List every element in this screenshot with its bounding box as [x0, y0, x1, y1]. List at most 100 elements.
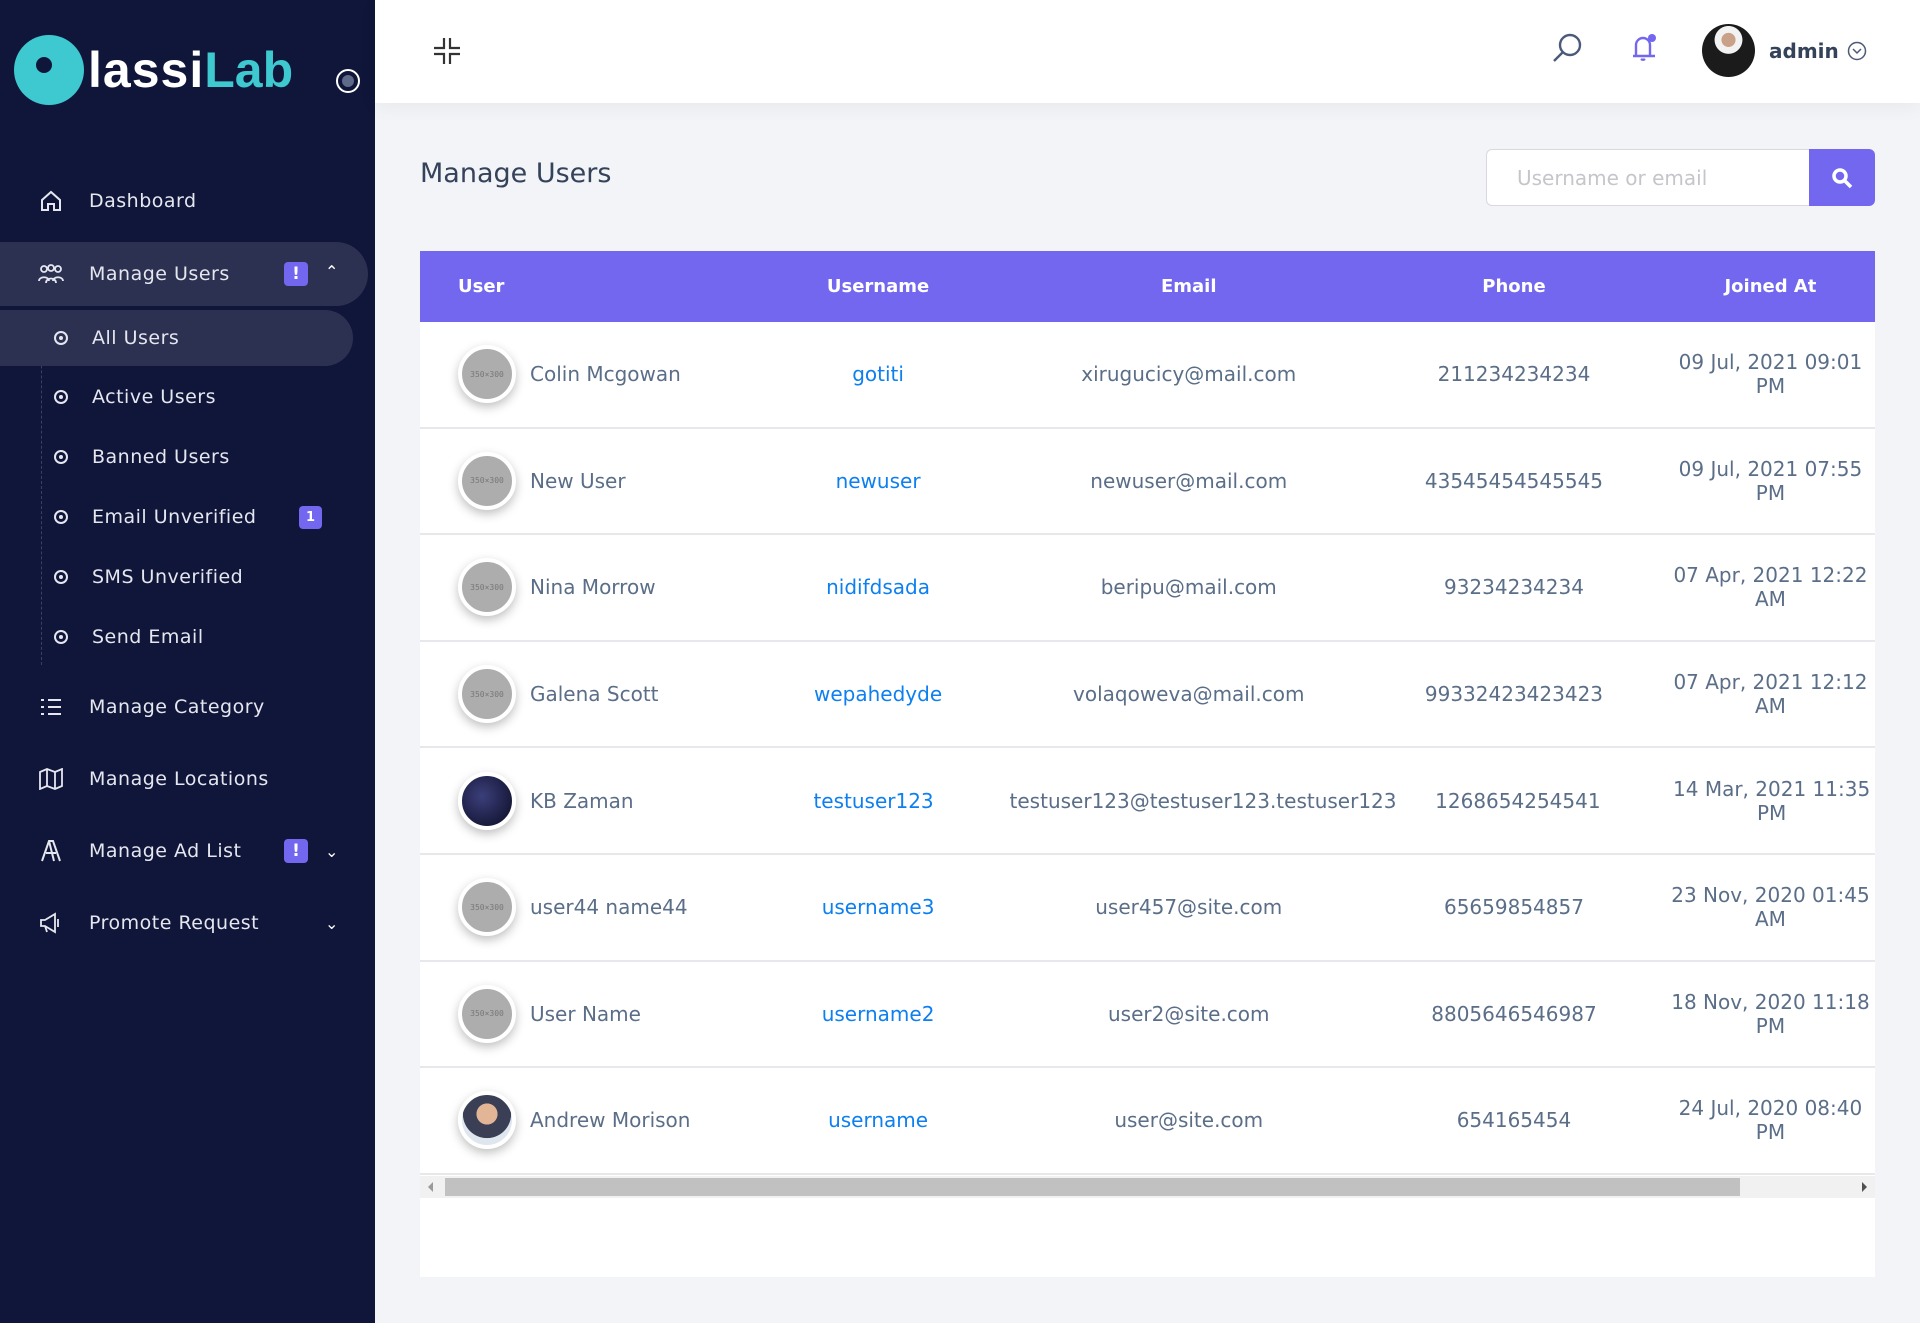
joined-at-cell: 18 Nov, 2020 11:18 PM — [1671, 989, 1870, 1038]
username-link[interactable]: username — [828, 1108, 929, 1133]
sidebar-item-manage-locations[interactable]: Manage Locations — [0, 747, 368, 811]
users-icon — [37, 260, 65, 288]
email-cell: testuser123@testuser123.testuser123 — [1009, 788, 1397, 813]
table-row: 350×300 Galena Scott wepahedyde volaqowev… — [420, 642, 1875, 749]
user-full-name: Andrew Morison — [530, 1108, 691, 1133]
logo-mark — [14, 35, 84, 105]
user-full-name: User Name — [530, 1001, 641, 1026]
username-link[interactable]: testuser123 — [813, 788, 934, 813]
chevron-down-icon[interactable]: ⌄ — [325, 842, 339, 861]
table-row: 350×300 Colin Mcgowan gotiti xirugucicy@m… — [420, 322, 1875, 429]
username-cell: testuser123 — [738, 789, 1010, 813]
avatar: 350×300 — [458, 984, 516, 1043]
phone-cell: 211234234234 — [1437, 362, 1591, 387]
username-link[interactable]: wepahedyde — [814, 682, 943, 707]
email-cell: newuser@mail.com — [1090, 468, 1288, 493]
avatar — [458, 1091, 516, 1150]
circle-icon — [54, 630, 68, 644]
sidebar-subitem-sms-unverified[interactable]: SMS Unverified — [0, 549, 353, 605]
email-cell: volaqoweva@mail.com — [1073, 682, 1305, 707]
search-icon[interactable] — [1551, 32, 1583, 68]
column-header-joined-at: Joined At — [1724, 276, 1817, 297]
phone-cell: 1268654254541 — [1435, 788, 1601, 813]
sidebar-subitem-active-users[interactable]: Active Users — [0, 369, 353, 425]
username-link[interactable]: username2 — [821, 1001, 935, 1026]
phone-cell: 43545454545545 — [1424, 468, 1604, 493]
horizontal-scrollbar[interactable] — [420, 1176, 1875, 1198]
chevron-down-circle-icon[interactable] — [1847, 41, 1867, 65]
user-name[interactable]: admin — [1769, 39, 1839, 63]
sidebar-subitem-all-users[interactable]: All Users — [0, 310, 353, 366]
column-header-phone: Phone — [1482, 276, 1546, 297]
sidebar-subitem-banned-users[interactable]: Banned Users — [0, 429, 353, 485]
email-cell: user2@site.com — [1107, 1001, 1270, 1026]
joined-at-cell: 07 Apr, 2021 12:22 AM — [1673, 563, 1868, 612]
username-cell: gotiti — [741, 362, 1016, 386]
table-header: User Username Email Phone Joined At — [420, 251, 1875, 322]
user-cell: KB Zaman — [420, 771, 738, 830]
user-full-name: Galena Scott — [530, 682, 659, 707]
username-link[interactable]: nidifdsada — [826, 575, 930, 600]
chevron-down-icon[interactable]: ⌄ — [325, 914, 339, 933]
username-cell: username — [741, 1108, 1016, 1132]
avatar: 350×300 — [458, 345, 516, 404]
avatar: 350×300 — [458, 451, 516, 510]
ad-list-badge: ! — [284, 839, 308, 863]
sidebar-subitem-email-unverified[interactable]: Email Unverified — [0, 489, 353, 545]
fullscreen-exit-icon[interactable] — [432, 36, 462, 70]
user-full-name: Colin Mcgowan — [530, 362, 681, 387]
avatar[interactable] — [1702, 24, 1755, 77]
username-cell: username2 — [741, 1002, 1016, 1026]
table-row: 350×300 Nina Morrow nidifdsada beripu@mai… — [420, 535, 1875, 642]
username-link[interactable]: newuser — [835, 468, 921, 493]
username-cell: newuser — [741, 469, 1016, 493]
circle-icon — [54, 510, 68, 524]
table-row: 350×300 New User newuser newuser@mail.com… — [420, 429, 1875, 536]
sidebar-item-dashboard[interactable]: Dashboard — [0, 169, 368, 233]
table-row: KB Zaman testuser123 testuser123@testuse… — [420, 748, 1875, 855]
user-cell: 350×300 Colin Mcgowan — [420, 345, 741, 404]
user-full-name: KB Zaman — [530, 788, 634, 813]
sidebar-item-promote-request[interactable]: Promote Request — [0, 891, 368, 955]
list-icon — [37, 693, 65, 721]
avatar: 350×300 — [458, 558, 516, 617]
user-cell: 350×300 Galena Scott — [420, 665, 741, 724]
username-link[interactable]: gotiti — [852, 362, 904, 387]
chevron-up-icon[interactable]: ⌃ — [325, 262, 339, 281]
scroll-right-arrow-icon[interactable] — [1862, 1182, 1867, 1192]
search-form — [1486, 149, 1875, 206]
table-row: 350×300 user44 name44 username3 user457@s… — [420, 855, 1875, 962]
sidebar-item-manage-category[interactable]: Manage Category — [0, 675, 368, 739]
megaphone-icon — [37, 909, 65, 937]
joined-at-cell: 24 Jul, 2020 08:40 PM — [1678, 1096, 1863, 1145]
logo[interactable]: lassi Lab — [14, 30, 293, 110]
joined-at-cell: 09 Jul, 2021 09:01 PM — [1678, 350, 1863, 399]
circle-icon — [54, 390, 68, 404]
phone-cell: 654165454 — [1456, 1108, 1572, 1133]
ad-icon — [37, 837, 65, 865]
sidebar-subitem-send-email[interactable]: Send Email — [0, 609, 353, 665]
column-header-user: User — [458, 276, 505, 297]
manage-users-badge: ! — [284, 262, 308, 286]
notification-bell-icon[interactable] — [1629, 32, 1659, 68]
email-cell: user@site.com — [1114, 1108, 1264, 1133]
search-input[interactable] — [1486, 149, 1809, 206]
email-cell: user457@site.com — [1095, 895, 1283, 920]
username-link[interactable]: username3 — [821, 895, 935, 920]
avatar: 350×300 — [458, 878, 516, 937]
user-full-name: user44 name44 — [530, 895, 688, 920]
submenu-line — [41, 310, 42, 665]
user-cell: 350×300 New User — [420, 451, 741, 510]
sidebar-item-manage-users[interactable]: Manage Users — [0, 242, 368, 306]
search-button[interactable] — [1809, 149, 1875, 206]
table-body: 350×300 Colin Mcgowan gotiti xirugucicy@m… — [420, 322, 1875, 1175]
username-cell: nidifdsada — [741, 575, 1016, 599]
sidebar-toggle-button[interactable] — [336, 69, 360, 93]
user-full-name: New User — [530, 468, 626, 493]
phone-cell: 93234234234 — [1443, 575, 1584, 600]
scrollbar-thumb[interactable] — [445, 1178, 1740, 1196]
sidebar-item-manage-ad-list[interactable]: Manage Ad List — [0, 819, 368, 883]
scroll-left-arrow-icon[interactable] — [428, 1182, 433, 1192]
table-row: Andrew Morison username user@site.com 65… — [420, 1068, 1875, 1175]
user-cell: Andrew Morison — [420, 1091, 741, 1150]
